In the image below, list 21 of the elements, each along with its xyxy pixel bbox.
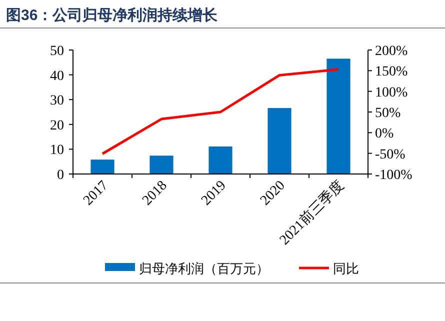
y2-tick-label: 100% <box>375 85 408 100</box>
y2-tick-label: -50% <box>375 147 406 162</box>
chart-title: 图36：公司归母净利润持续增长 <box>6 6 219 24</box>
bar <box>268 108 292 174</box>
y2-tick-label: 200% <box>375 44 408 59</box>
bar <box>208 146 232 174</box>
bar <box>150 156 174 174</box>
y-tick-label: 30 <box>50 94 64 109</box>
y-tick-label: 10 <box>50 143 64 158</box>
y-tick-label: 40 <box>50 68 64 84</box>
legend-label: 归母净利润（百万元） <box>139 261 269 276</box>
y2-tick-label: 150% <box>375 64 408 80</box>
y-tick-label: 0 <box>57 168 64 183</box>
bar <box>90 160 114 174</box>
legend-label: 同比 <box>333 261 359 276</box>
bar <box>326 58 350 174</box>
y2-tick-label: -100% <box>375 168 413 183</box>
y2-tick-label: 50% <box>375 106 401 121</box>
y-tick-label: 50 <box>50 44 64 59</box>
y-tick-label: 20 <box>50 118 64 134</box>
y2-tick-label: 0% <box>375 126 394 142</box>
